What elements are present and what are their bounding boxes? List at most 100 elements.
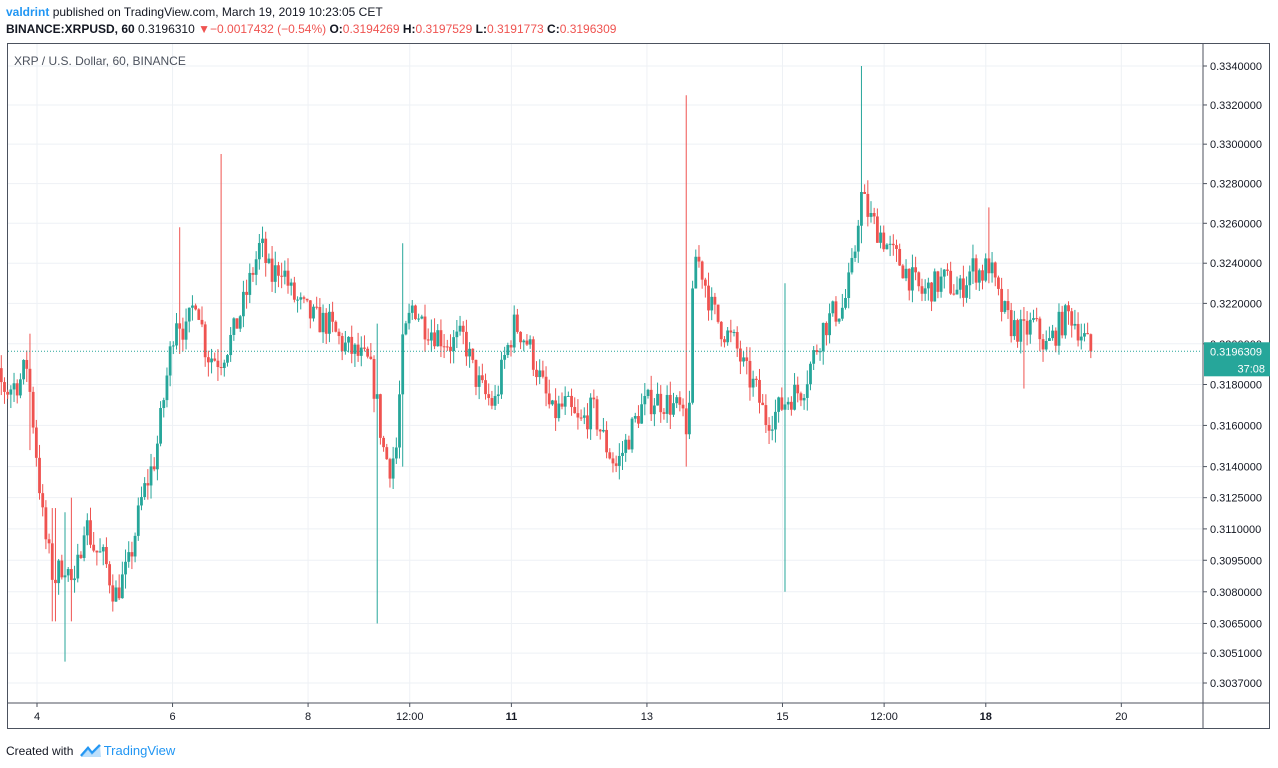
candle [519, 331, 522, 350]
candle [659, 385, 663, 423]
candle [793, 373, 796, 411]
candle [445, 339, 449, 352]
candle [866, 180, 870, 227]
candle [675, 394, 679, 409]
x-tick-label: 4 [34, 711, 40, 723]
candle [484, 373, 487, 400]
candle [442, 334, 446, 359]
candle [904, 259, 908, 282]
candle [869, 201, 873, 223]
candle [191, 295, 194, 321]
candle [324, 308, 328, 344]
y-tick-label: 0.3220000 [1210, 298, 1262, 310]
candle [197, 308, 201, 321]
axes: 0.3340000 0.3320000 0.3300000 0.3280000 0.32… [8, 44, 1270, 729]
candle [133, 532, 137, 563]
candle [28, 333, 32, 451]
candle [404, 320, 408, 336]
candle [101, 544, 105, 566]
candle [783, 283, 787, 592]
candle [162, 397, 166, 418]
candle [292, 276, 296, 303]
candle [901, 264, 905, 279]
candle [372, 355, 376, 413]
candle [1032, 309, 1035, 323]
candle [997, 275, 1000, 296]
candle [984, 253, 988, 283]
candle [961, 265, 965, 307]
candle [719, 321, 723, 347]
candle [770, 415, 774, 441]
candle [117, 574, 121, 601]
candle [853, 245, 857, 262]
high-label: H: [402, 22, 416, 36]
candle [914, 256, 918, 281]
candle [433, 318, 436, 350]
y-tick-label: 0.3300000 [1210, 139, 1262, 151]
candle [3, 377, 6, 404]
candle [229, 327, 233, 362]
candle [95, 550, 99, 566]
candle [544, 366, 548, 407]
candle [496, 385, 500, 404]
candle [898, 243, 902, 266]
x-tick-label: 12:00 [870, 711, 898, 723]
candle [216, 349, 220, 381]
candle [54, 508, 57, 622]
candle [942, 269, 946, 289]
candle [700, 260, 704, 289]
candle [885, 243, 889, 250]
candle [694, 249, 698, 289]
candle [248, 263, 252, 304]
candle [1028, 312, 1032, 344]
candle [882, 225, 886, 252]
candle [611, 452, 615, 473]
candle [127, 541, 131, 568]
candle [697, 245, 701, 268]
candle [614, 455, 618, 473]
candle [22, 359, 25, 385]
candle [847, 262, 851, 309]
candle [563, 386, 567, 415]
candle [758, 368, 761, 414]
candle [66, 566, 70, 582]
y-tick-label: 0.3080000 [1210, 587, 1262, 599]
candle [1038, 316, 1042, 352]
publisher-username[interactable]: valdrint [6, 5, 50, 19]
candle [528, 335, 532, 349]
candle [681, 398, 685, 417]
candle [6, 389, 10, 399]
candle [350, 325, 354, 364]
candle [41, 484, 45, 517]
candle [69, 497, 73, 622]
candle [299, 292, 303, 310]
candle [589, 393, 593, 440]
tradingview-brand-link[interactable]: TradingView [103, 743, 176, 758]
candle [531, 336, 535, 377]
candle [120, 561, 124, 599]
candle [57, 558, 61, 595]
candle [592, 389, 596, 409]
candle [678, 391, 682, 412]
candle [420, 314, 424, 320]
candle [1067, 301, 1070, 325]
candle [1003, 300, 1007, 314]
candle [178, 227, 182, 354]
candle [688, 390, 691, 440]
candle [82, 526, 86, 562]
candle [1060, 305, 1064, 339]
candle [414, 304, 417, 321]
candle [152, 457, 156, 472]
y-tick-label: 0.3065000 [1210, 618, 1262, 630]
candle [343, 330, 347, 355]
candle [1063, 303, 1067, 339]
candle [213, 352, 217, 362]
candle [159, 401, 162, 447]
candle [203, 321, 207, 367]
y-tick-label: 0.3110000 [1210, 524, 1261, 536]
candle [952, 284, 956, 296]
candle [449, 334, 452, 364]
candle [149, 453, 153, 499]
candle [375, 323, 379, 624]
